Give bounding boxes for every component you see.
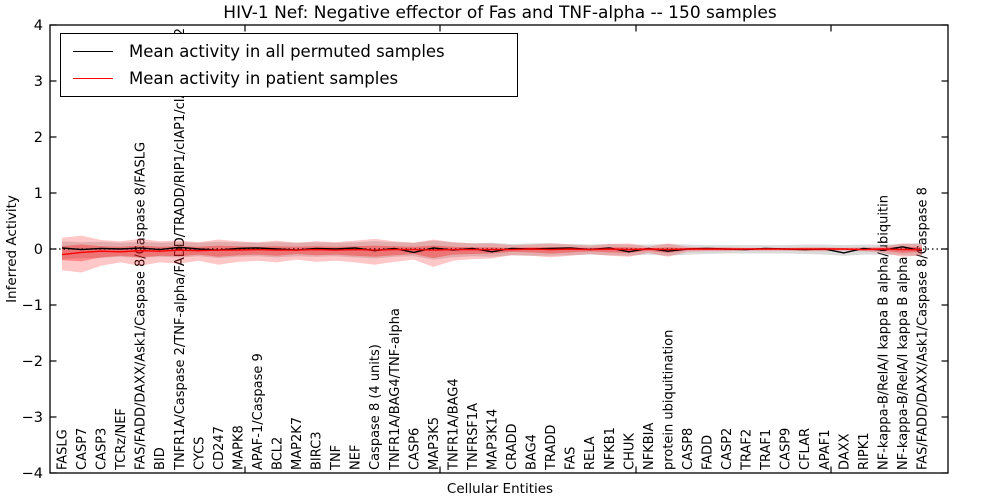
x-category-label: DAXX (837, 433, 852, 470)
x-category-label: CFLAR (798, 428, 813, 470)
x-category-label: BIRC3 (310, 432, 325, 471)
y-tick-label: −3 (22, 410, 43, 426)
y-tick-label: 2 (34, 130, 43, 146)
x-category-label: FASLG (56, 429, 71, 470)
x-category-label: FADD (701, 435, 716, 470)
x-category-label: FAS (564, 447, 579, 470)
y-tick-label: 3 (34, 74, 43, 90)
x-category-label: TCRz/NEF (114, 408, 129, 471)
x-category-label: BCL2 (271, 437, 286, 470)
x-category-label: protein ubiquitination (661, 330, 676, 470)
legend-item-patient: Mean activity in patient samples (61, 69, 517, 88)
x-category-label: CASP7 (75, 428, 90, 470)
legend-box: Mean activity in all permuted samples Me… (60, 33, 518, 97)
x-category-label: CYCS (192, 437, 207, 470)
x-category-label: RELA (583, 436, 598, 470)
x-category-label: TNFR1A/BAG4 (446, 378, 461, 471)
x-category-label: MAPK8 (231, 425, 246, 470)
x-category-label: NFKBIA (642, 423, 657, 470)
y-tick-label: 0 (34, 242, 43, 258)
y-tick-label: −2 (22, 354, 43, 370)
x-category-label: BAG4 (525, 434, 540, 470)
legend-item-permuted: Mean activity in all permuted samples (61, 42, 517, 61)
x-category-label: NFKB1 (603, 427, 618, 470)
x-category-label: FAS/FADD/DAXX/Ask1/Caspase 8/Caspase 8/F… (134, 142, 149, 470)
x-category-label: FAS/FADD/DAXX/Ask1/Caspase 8/Caspase 8 (916, 187, 931, 470)
x-category-label: MAP3K5 (427, 417, 442, 470)
x-category-label: CASP3 (95, 428, 110, 470)
x-axis-label: Cellular Entities (446, 481, 554, 497)
y-tick-label: −1 (22, 298, 43, 314)
x-category-label: TRAF1 (759, 429, 774, 471)
x-category-label: APAF1 (818, 429, 833, 470)
x-category-label: BID (153, 447, 168, 470)
x-category-label: NF-kappa-B/RelA/I kappa B alpha (896, 257, 911, 470)
x-category-label: CASP2 (720, 428, 735, 470)
x-category-label: CD247 (212, 426, 227, 470)
legend-label: Mean activity in patient samples (129, 69, 399, 88)
y-tick-label: 4 (34, 18, 43, 34)
x-category-label: CHUK (622, 433, 637, 470)
permuted-line-swatch (73, 51, 113, 52)
legend-label: Mean activity in all permuted samples (129, 42, 445, 61)
x-category-label: APAF-1/Caspase 9 (251, 353, 266, 470)
x-category-label: TNFR1A/BAG4/TNF-alpha (388, 308, 403, 471)
patient-mean-line (61, 248, 922, 256)
patient-line-swatch (73, 78, 113, 79)
x-category-label: CASP8 (681, 428, 696, 470)
x-category-label: TNFRSF1A (466, 403, 481, 471)
x-category-label: TRADD (544, 425, 559, 471)
x-category-label: NEF (349, 445, 364, 470)
x-category-label: CASP9 (779, 428, 794, 470)
y-axis-label: Inferred Activity (4, 195, 20, 303)
x-category-label: MAP2K7 (290, 417, 305, 470)
x-category-label: NF-kappa-B/RelA/I kappa B alpha/ubiquiti… (876, 195, 891, 470)
chart-title: HIV-1 Nef: Negative effector of Fas and … (223, 3, 777, 23)
x-category-label: RIPK1 (857, 432, 872, 470)
x-category-label: CASP6 (407, 428, 422, 470)
x-category-label: TNF (329, 445, 344, 471)
x-category-label: CRADD (505, 424, 520, 471)
x-category-label: MAP3K14 (486, 409, 501, 470)
x-category-label: Caspase 8 (4 units) (368, 344, 383, 470)
y-tick-label: −4 (22, 466, 43, 482)
y-tick-label: 1 (34, 186, 43, 202)
x-category-label: TRAF2 (740, 429, 755, 471)
patient-samples-range-outer-band (62, 235, 922, 273)
